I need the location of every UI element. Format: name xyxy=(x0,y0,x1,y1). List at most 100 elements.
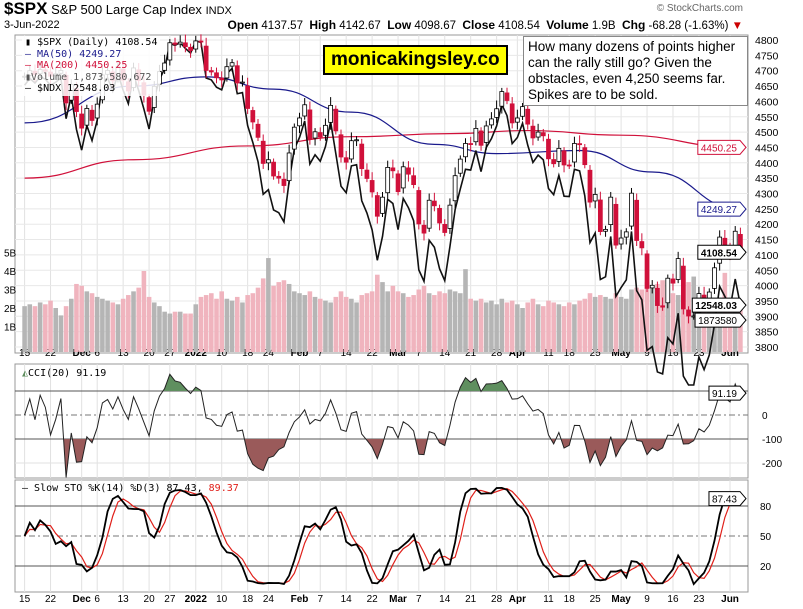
candle-body xyxy=(198,40,204,43)
candle xyxy=(260,134,266,169)
candle xyxy=(245,77,251,114)
cci-title: ◭CCI(20) 91.19 xyxy=(22,368,106,379)
x-tick-label: 28 xyxy=(491,348,503,359)
candle xyxy=(577,135,582,153)
volume-bar xyxy=(354,302,359,352)
candle-body xyxy=(84,108,90,126)
x-tick-label: 25 xyxy=(590,594,602,605)
candle-body xyxy=(271,161,276,177)
candle xyxy=(660,297,665,311)
chg-value: -68.28 (-1.63%) xyxy=(648,20,729,32)
volume-bar xyxy=(375,274,380,352)
volume-bar xyxy=(452,291,458,352)
x-tick-label: 22 xyxy=(367,348,379,359)
cci-line xyxy=(24,373,741,478)
volume-bar xyxy=(608,298,614,352)
quote-bar: Open 4137.57 High 4142.67 Low 4098.67 Cl… xyxy=(228,19,743,33)
volume-bar xyxy=(727,306,733,352)
x-tick-label: 11 xyxy=(543,594,554,605)
candle xyxy=(354,136,359,147)
candle-body xyxy=(546,138,551,160)
candle-body xyxy=(592,194,598,202)
candle xyxy=(608,191,614,232)
candle xyxy=(483,120,489,150)
candle xyxy=(240,75,245,87)
candle xyxy=(385,160,391,199)
y-tick-label: 4550 xyxy=(755,112,779,124)
candle xyxy=(618,229,624,250)
y-tick-label: 3900 xyxy=(755,311,779,323)
x-tick-label: 7 xyxy=(416,348,422,359)
candle-body xyxy=(260,140,266,164)
x-tick-label: 9 xyxy=(644,348,650,359)
candle xyxy=(499,87,505,114)
candle xyxy=(400,161,406,194)
candle xyxy=(514,109,520,130)
candle xyxy=(452,167,458,209)
candle-body xyxy=(618,237,624,245)
candle-body xyxy=(390,167,396,172)
candle-body xyxy=(229,62,235,67)
volume-bar xyxy=(297,293,302,352)
volume-bar xyxy=(587,293,593,352)
volume-bar xyxy=(613,293,619,352)
volume-bar xyxy=(400,293,406,352)
candle xyxy=(250,106,256,130)
volume-label: Volume xyxy=(546,18,589,32)
volume-value: 1.9B xyxy=(591,20,616,32)
candle-body xyxy=(712,267,717,289)
volume-bar xyxy=(566,302,572,352)
volume-bar xyxy=(198,296,204,352)
volume-bar xyxy=(307,291,313,352)
volume-bar xyxy=(100,298,105,352)
candle xyxy=(525,104,531,130)
x-tick-label: 18 xyxy=(242,594,254,605)
volume-bar xyxy=(541,306,546,352)
annotation-note: How many dozens of points higher can the… xyxy=(523,36,748,106)
candle xyxy=(431,192,437,212)
candle xyxy=(587,165,593,208)
volume-bar xyxy=(468,298,473,352)
candle-body xyxy=(499,91,505,107)
close-label: Close xyxy=(462,18,496,32)
x-tick-label: May xyxy=(611,594,631,605)
candle xyxy=(374,191,380,224)
x-tick-label: Mar xyxy=(389,348,407,359)
candle xyxy=(177,35,183,48)
x-tick-label: 21 xyxy=(465,594,477,605)
x-tick-label: 11 xyxy=(543,348,554,359)
volume-bar xyxy=(561,306,567,352)
x-tick-label: 14 xyxy=(439,594,451,605)
volume-bar xyxy=(151,302,157,352)
candle-body xyxy=(540,132,546,137)
volume-bar xyxy=(27,304,33,352)
volume-bar xyxy=(94,296,100,352)
candle xyxy=(364,163,370,183)
volume-tick-label: 4B xyxy=(4,267,17,278)
candle xyxy=(447,198,453,234)
candle xyxy=(229,59,235,72)
candle xyxy=(193,35,199,53)
volume-bar xyxy=(603,296,608,352)
candle xyxy=(649,280,655,294)
candle xyxy=(639,233,645,256)
symbol: $SPX xyxy=(4,0,48,18)
volume-bar xyxy=(426,293,432,352)
candle-body xyxy=(686,309,691,317)
candle xyxy=(214,67,219,84)
candle-body xyxy=(525,108,531,125)
candle xyxy=(509,97,515,129)
candle xyxy=(675,251,681,284)
y-tick-label: 4500 xyxy=(755,127,779,139)
candle xyxy=(208,66,214,76)
candle-body xyxy=(245,85,251,109)
x-tick-label: 13 xyxy=(118,348,130,359)
legend-ma50-text: MA(50) 4249.27 xyxy=(37,48,122,60)
x-tick-label: 6 xyxy=(94,594,100,605)
candle-body xyxy=(374,195,380,217)
candle xyxy=(457,155,463,177)
volume-bar xyxy=(32,306,38,352)
y-tick-label: 4600 xyxy=(755,96,779,108)
candle-body xyxy=(162,62,168,71)
candle xyxy=(198,34,204,48)
